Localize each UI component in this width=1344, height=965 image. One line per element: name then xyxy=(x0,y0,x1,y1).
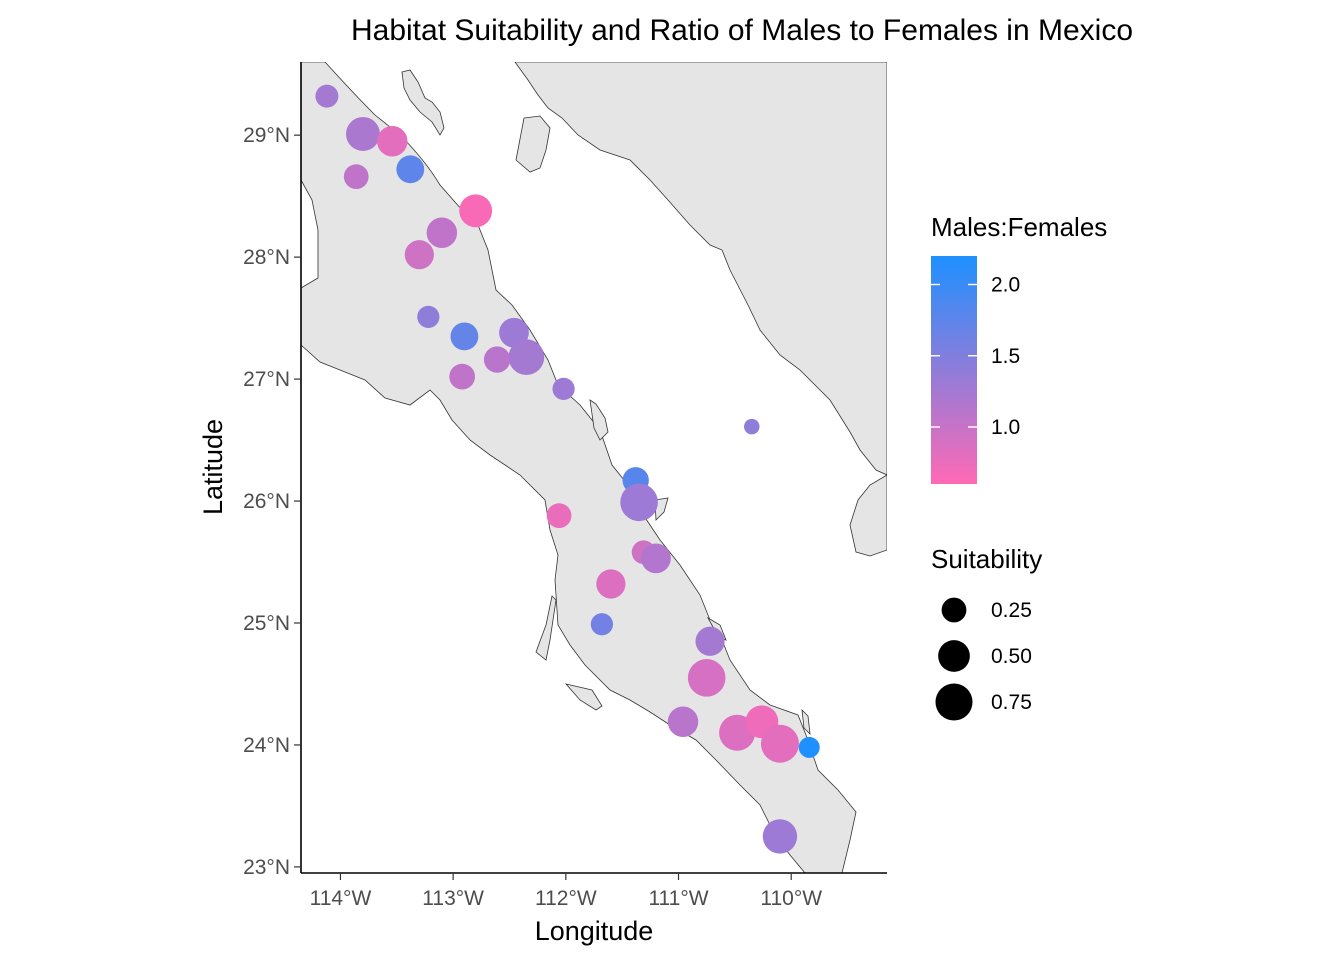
x-tick-label: 110°W xyxy=(760,887,822,910)
data-point xyxy=(667,706,699,738)
color-legend-ticks: 2.0 1.5 1.0 xyxy=(931,274,1020,439)
island-magdalena xyxy=(564,683,603,711)
y-tick-label: 27°N xyxy=(243,368,290,391)
island-cerralvo xyxy=(801,708,811,736)
y-tick-label: 26°N xyxy=(243,490,290,513)
data-point xyxy=(552,377,575,400)
y-ticks: 23°N 24°N 25°N 26°N 27°N 28°N 29°N xyxy=(243,124,301,879)
data-point xyxy=(744,418,760,435)
y-tick-label: 23°N xyxy=(243,856,290,879)
size-legend-title: Suitability xyxy=(931,544,1042,574)
mainland-south xyxy=(849,474,887,557)
data-point xyxy=(483,346,511,373)
size-legend-label: 0.50 xyxy=(991,645,1032,668)
size-legend-label: 0.25 xyxy=(991,599,1032,622)
x-tick-label: 111°W xyxy=(648,887,708,910)
data-point xyxy=(508,339,545,375)
data-point xyxy=(620,483,658,522)
data-point xyxy=(343,164,369,190)
data-point xyxy=(590,613,614,636)
data-point xyxy=(687,659,726,697)
data-point xyxy=(426,217,458,248)
axes: 114°W 113°W 112°W 111°W 110°W 23°N 24°N 25°N 26… xyxy=(243,62,887,910)
size-legend-label: 0.75 xyxy=(991,691,1032,714)
data-point xyxy=(798,736,820,758)
data-point xyxy=(641,543,671,574)
data-point xyxy=(404,240,434,270)
y-tick-label: 29°N xyxy=(243,124,290,147)
x-tick-label: 114°W xyxy=(310,887,372,910)
island-margarita xyxy=(535,595,557,661)
data-point xyxy=(546,503,572,529)
data-point xyxy=(449,363,476,390)
chart-title: Habitat Suitability and Ratio of Males t… xyxy=(351,14,1133,47)
data-point xyxy=(762,819,798,854)
map-land xyxy=(301,62,887,873)
y-tick-label: 25°N xyxy=(243,612,290,635)
data-point xyxy=(345,116,380,151)
size-legend-entries: 0.25 0.50 0.75 xyxy=(935,597,1032,721)
data-point xyxy=(450,322,479,351)
size-legend-key xyxy=(938,640,970,672)
color-legend-label: 2.0 xyxy=(991,274,1020,297)
data-point xyxy=(377,126,408,157)
x-axis-label: Longitude xyxy=(535,916,654,946)
data-point xyxy=(315,84,339,108)
color-legend-label: 1.0 xyxy=(991,416,1020,439)
color-legend: Males:Females 2.0 1.5 1.0 xyxy=(931,212,1107,484)
color-legend-label: 1.5 xyxy=(991,345,1020,368)
color-legend-title: Males:Females xyxy=(931,212,1107,242)
y-tick-label: 28°N xyxy=(243,246,290,269)
mainland-mexico xyxy=(514,62,887,476)
x-tick-label: 112°W xyxy=(535,887,597,910)
data-point xyxy=(459,194,493,228)
size-legend: Suitability 0.25 0.50 0.75 xyxy=(931,544,1042,721)
tiburon-island xyxy=(401,69,445,136)
data-point xyxy=(760,724,799,763)
color-legend-bar xyxy=(931,256,977,484)
x-ticks: 114°W 113°W 112°W 111°W 110°W xyxy=(310,873,822,910)
size-legend-key xyxy=(941,597,967,623)
x-tick-label: 113°W xyxy=(422,887,484,910)
size-legend-key xyxy=(935,683,973,721)
data-point xyxy=(596,569,626,599)
island-angel-guarda xyxy=(515,115,551,173)
data-point xyxy=(695,626,725,656)
y-axis-label: Latitude xyxy=(198,419,228,515)
data-point xyxy=(396,155,425,184)
points-layer xyxy=(315,84,820,854)
y-tick-label: 24°N xyxy=(243,734,290,757)
data-point xyxy=(417,305,440,329)
island-carmen xyxy=(589,399,609,441)
island-coronados xyxy=(654,497,669,521)
